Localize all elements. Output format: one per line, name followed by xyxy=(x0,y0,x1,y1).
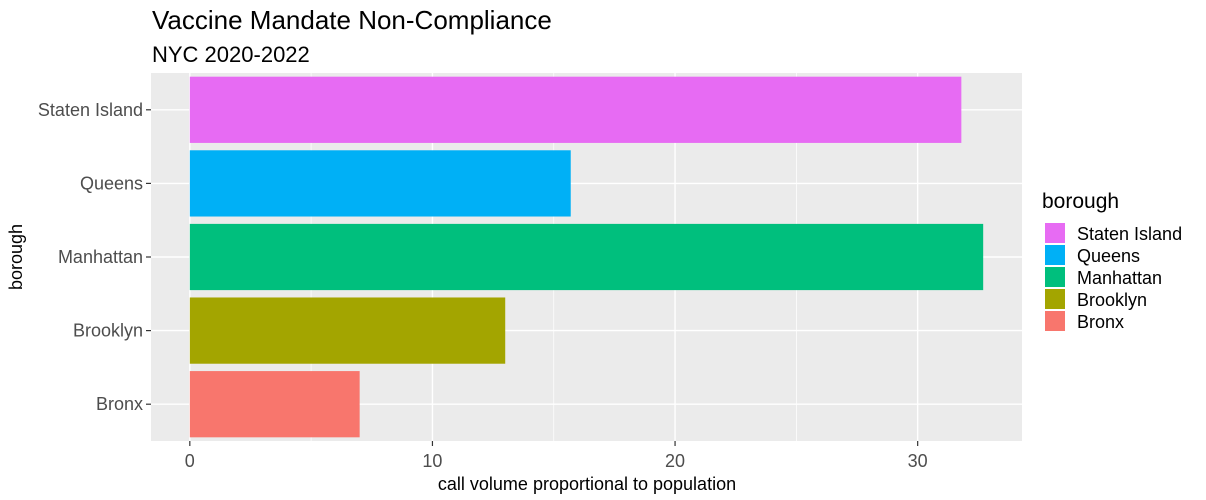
x-axis-ticks: 0 10 20 30 xyxy=(185,441,928,471)
legend-key xyxy=(1045,223,1065,243)
bar-queens xyxy=(189,150,571,217)
bar-bronx xyxy=(189,371,360,438)
legend-label: Bronx xyxy=(1077,312,1124,332)
y-tick-label: Bronx xyxy=(96,394,143,414)
x-tick-label: 0 xyxy=(185,451,195,471)
y-axis-ticks: Bronx Brooklyn Manhattan Queens Staten Islan… xyxy=(38,100,151,414)
bar-brooklyn xyxy=(189,297,506,364)
legend-title: borough xyxy=(1042,190,1119,213)
bars xyxy=(189,76,984,438)
x-tick-label: 20 xyxy=(665,451,685,471)
y-tick-label: Staten Island xyxy=(38,100,143,120)
x-axis-title: call volume proportional to population xyxy=(438,474,736,494)
legend-key xyxy=(1045,311,1065,331)
legend-key xyxy=(1045,267,1065,287)
legend-label: Brooklyn xyxy=(1077,290,1147,310)
bar-staten-island xyxy=(189,76,962,143)
x-tick-label: 10 xyxy=(422,451,442,471)
legend-key xyxy=(1045,245,1065,265)
x-tick-label: 30 xyxy=(908,451,928,471)
legend: borough Staten IslandQueensManhattanBroo… xyxy=(1042,190,1182,332)
y-tick-label: Brooklyn xyxy=(73,321,143,341)
legend-key xyxy=(1045,289,1065,309)
legend-label: Queens xyxy=(1077,246,1140,266)
y-tick-label: Manhattan xyxy=(58,247,143,267)
chart-subtitle: NYC 2020-2022 xyxy=(152,42,310,67)
legend-label: Manhattan xyxy=(1077,268,1162,288)
y-tick-label: Queens xyxy=(80,173,143,193)
legend-label: Staten Island xyxy=(1077,224,1182,244)
legend-items: Staten IslandQueensManhattanBrooklynBron… xyxy=(1045,223,1182,332)
chart-title: Vaccine Mandate Non-Compliance xyxy=(152,5,552,35)
y-axis-title: borough xyxy=(6,224,26,290)
bar-manhattan xyxy=(189,223,984,291)
